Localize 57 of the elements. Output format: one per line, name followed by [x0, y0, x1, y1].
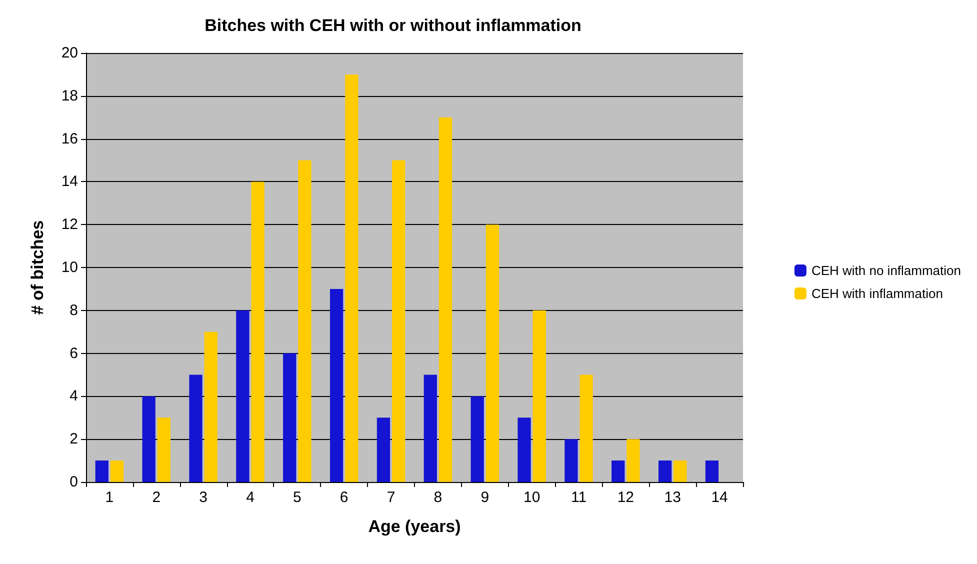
bar	[345, 74, 358, 482]
bar	[95, 460, 108, 482]
bar	[580, 374, 593, 482]
x-tick-label: 11	[570, 489, 587, 506]
bar	[674, 460, 687, 482]
x-tick-label: 14	[711, 489, 728, 506]
bar	[532, 310, 546, 482]
x-axis-title: Age (years)	[368, 517, 461, 536]
chart-title: Bitches with CEH with or without inflammation	[204, 16, 582, 35]
y-tick-label: 14	[61, 173, 78, 190]
bar	[392, 160, 406, 482]
bar	[612, 460, 625, 482]
y-tick-label: 4	[70, 388, 78, 405]
x-tick-label: 3	[199, 489, 208, 506]
y-tick-label: 16	[61, 130, 78, 148]
x-tick-label: 4	[246, 489, 254, 506]
y-tick-label: 0	[70, 474, 78, 490]
x-tick-label: 12	[617, 489, 634, 506]
y-tick-label: 20	[61, 44, 78, 62]
bar	[376, 418, 390, 482]
bar	[157, 418, 171, 482]
bar	[486, 224, 500, 482]
y-axis-title: # of bitches	[28, 220, 47, 315]
x-tick-label: 9	[480, 489, 490, 506]
bar	[438, 117, 452, 482]
x-tick-label: 1	[105, 489, 114, 506]
bar	[564, 439, 578, 482]
bar	[251, 182, 264, 482]
x-tick-label: 8	[434, 489, 442, 506]
y-tick-label: 12	[61, 216, 78, 234]
bar	[204, 332, 218, 482]
legend-label: CEH with inflammation	[811, 286, 943, 301]
bar	[189, 374, 202, 482]
bar	[110, 460, 124, 482]
y-tick-label: 18	[61, 87, 78, 104]
y-tick-label: 2	[70, 430, 78, 448]
y-tick-label: 10	[61, 259, 78, 276]
bar	[330, 288, 344, 482]
x-tick-label: 2	[152, 489, 161, 506]
y-tick-label: 6	[70, 344, 78, 362]
bar	[705, 460, 719, 482]
bar	[470, 396, 484, 482]
bar	[142, 396, 156, 482]
bar	[236, 310, 250, 482]
bar	[658, 460, 672, 482]
bar	[518, 418, 531, 482]
bar	[283, 353, 296, 482]
bar	[298, 160, 312, 482]
x-tick-label: 10	[523, 489, 540, 506]
legend-label: CEH with no inflammation	[811, 263, 962, 278]
bar	[424, 374, 437, 482]
x-tick-label: 5	[293, 489, 302, 506]
x-tick-label: 7	[386, 489, 396, 506]
x-tick-label: 13	[664, 489, 681, 506]
y-tick-label: 8	[70, 302, 78, 319]
x-tick-label: 6	[340, 489, 348, 506]
bar	[626, 439, 640, 482]
